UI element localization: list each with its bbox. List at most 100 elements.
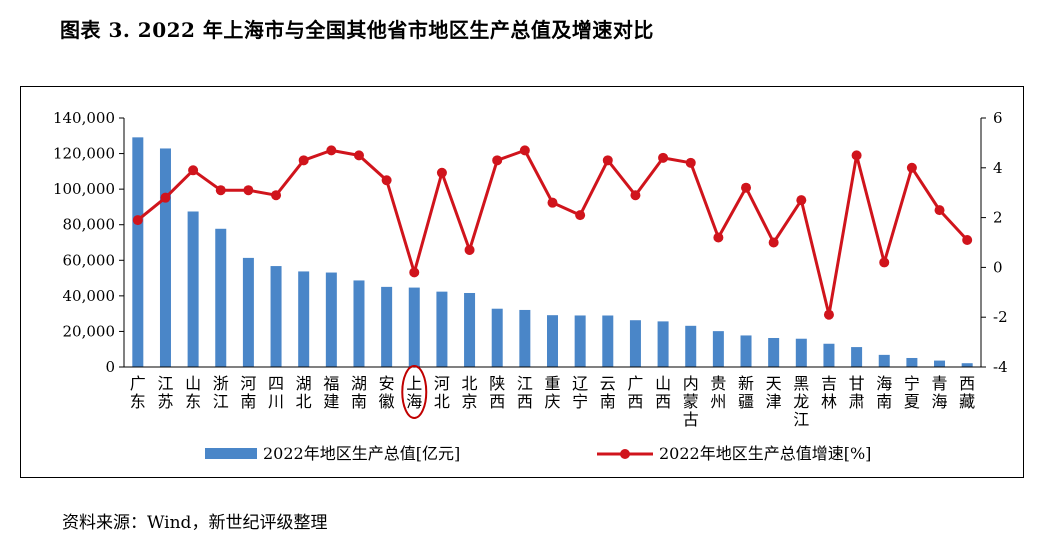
growth-point-天津 — [768, 237, 779, 248]
growth-point-辽宁 — [575, 210, 586, 221]
x-tick-label: 吉林 — [821, 374, 837, 411]
x-tick-label: 浙江 — [213, 374, 229, 411]
growth-point-重庆 — [547, 197, 558, 208]
source-note: 资料来源：Wind，新世纪评级整理 — [62, 513, 328, 533]
bar-贵州 — [712, 331, 724, 367]
bar-河北 — [436, 291, 448, 367]
bar-辽宁 — [574, 315, 586, 367]
labels-layer: 广东江苏山东浙江河南四川湖北福建湖南安徽上海河北北京陕西江西重庆辽宁云南广西山西… — [130, 365, 975, 429]
left-tick-label: 20,000 — [63, 322, 116, 340]
x-tick-label: 黑龙江 — [793, 374, 809, 429]
bar-宁夏 — [906, 357, 918, 367]
growth-point-四川 — [271, 190, 282, 201]
legend-line-marker — [620, 449, 630, 459]
x-tick-label: 江西 — [517, 374, 533, 411]
x-tick-label: 河南 — [240, 374, 256, 411]
growth-point-贵州 — [713, 232, 724, 243]
x-tick-label: 山东 — [185, 374, 201, 411]
chart-frame: 0 20,000 40,000 60,000 80,000 100,000 120,000 1… — [20, 86, 1024, 478]
right-tick-label: 6 — [993, 109, 1003, 127]
bar-内蒙古 — [685, 325, 697, 367]
right-tick-label: -4 — [993, 358, 1008, 376]
right-tick-label: 0 — [993, 258, 1003, 276]
bar-陕西 — [491, 308, 503, 367]
growth-point-北京 — [464, 244, 475, 255]
bar-四川 — [270, 266, 282, 367]
left-tick-label: 100,000 — [53, 180, 115, 198]
x-tick-label: 北京 — [462, 374, 478, 411]
bar-天津 — [768, 337, 780, 367]
left-tick-label: 60,000 — [63, 251, 116, 269]
bar-云南 — [602, 315, 614, 367]
growth-point-海南 — [879, 257, 890, 268]
growth-point-内蒙古 — [685, 157, 696, 168]
x-tick-label: 湖南 — [351, 374, 367, 411]
growth-point-新疆 — [741, 182, 752, 193]
bar-青海 — [934, 360, 946, 367]
bar-江西 — [519, 309, 531, 367]
x-tick-label: 新疆 — [738, 374, 754, 411]
growth-point-青海 — [934, 205, 945, 216]
bar-重庆 — [547, 315, 558, 367]
growth-point-上海 — [409, 267, 420, 278]
growth-point-河南 — [243, 185, 254, 196]
x-tick-label: 陕西 — [489, 374, 505, 411]
growth-point-安徽 — [381, 175, 392, 186]
growth-point-湖北 — [298, 155, 309, 166]
axes-layer: 0 20,000 40,000 60,000 80,000 100,000 120,000 1… — [53, 109, 1008, 376]
bar-北京 — [464, 292, 476, 367]
right-tick-label: 2 — [993, 209, 1003, 227]
legend: 2022年地区生产总值[亿元] 2022年地区生产总值增速[%] — [205, 444, 871, 463]
bar-山西 — [657, 321, 669, 367]
growth-point-广东 — [132, 215, 143, 226]
growth-point-山西 — [658, 152, 669, 163]
bar-河南 — [242, 257, 254, 367]
growth-point-宁夏 — [906, 162, 917, 173]
right-tick-label: -2 — [993, 308, 1008, 326]
left-tick-label: 120,000 — [53, 145, 115, 163]
growth-point-西藏 — [962, 235, 973, 246]
x-tick-label: 海南 — [876, 374, 892, 411]
growth-point-云南 — [602, 155, 613, 166]
growth-point-黑龙江 — [796, 195, 807, 206]
growth-point-福建 — [326, 145, 337, 156]
bar-江苏 — [159, 148, 171, 367]
x-tick-label: 四川 — [268, 374, 284, 411]
x-tick-label: 青海 — [932, 374, 948, 411]
left-tick-label: 80,000 — [63, 216, 116, 234]
x-tick-label: 重庆 — [544, 374, 560, 411]
left-tick-label: 0 — [105, 358, 115, 376]
x-tick-label: 内蒙古 — [683, 374, 699, 429]
growth-line — [136, 148, 969, 317]
growth-point-广西 — [630, 190, 641, 201]
left-tick-label: 40,000 — [63, 287, 116, 305]
legend-line-label: 2022年地区生产总值增速[%] — [659, 444, 871, 463]
x-tick-label: 天津 — [766, 374, 782, 411]
growth-point-吉林 — [823, 309, 834, 320]
bar-福建 — [325, 272, 337, 367]
bar-广东 — [132, 137, 144, 367]
x-tick-label: 甘肃 — [849, 374, 865, 411]
bar-吉林 — [823, 343, 835, 367]
bar-广西 — [629, 320, 641, 367]
x-tick-label: 广东 — [130, 374, 146, 411]
combo-chart: 0 20,000 40,000 60,000 80,000 100,000 120,000 1… — [53, 109, 1008, 463]
x-tick-label: 上海 — [406, 374, 422, 411]
bar-西藏 — [961, 363, 973, 367]
x-tick-label: 安徽 — [379, 374, 395, 411]
x-tick-label: 贵州 — [710, 374, 726, 411]
bar-上海 — [408, 287, 420, 367]
x-tick-label: 西藏 — [959, 374, 975, 411]
growth-point-浙江 — [215, 185, 226, 196]
bar-甘肃 — [851, 347, 863, 367]
x-tick-label: 河北 — [434, 374, 450, 411]
legend-bar-label: 2022年地区生产总值[亿元] — [263, 444, 460, 463]
left-tick-label: 140,000 — [53, 109, 115, 127]
growth-point-河北 — [436, 167, 447, 178]
x-tick-label: 湖北 — [296, 374, 312, 411]
bar-山东 — [187, 211, 199, 367]
growth-point-江苏 — [160, 192, 171, 203]
bar-浙江 — [215, 228, 227, 367]
growth-point-湖南 — [353, 150, 364, 161]
growth-point-江西 — [519, 145, 530, 156]
